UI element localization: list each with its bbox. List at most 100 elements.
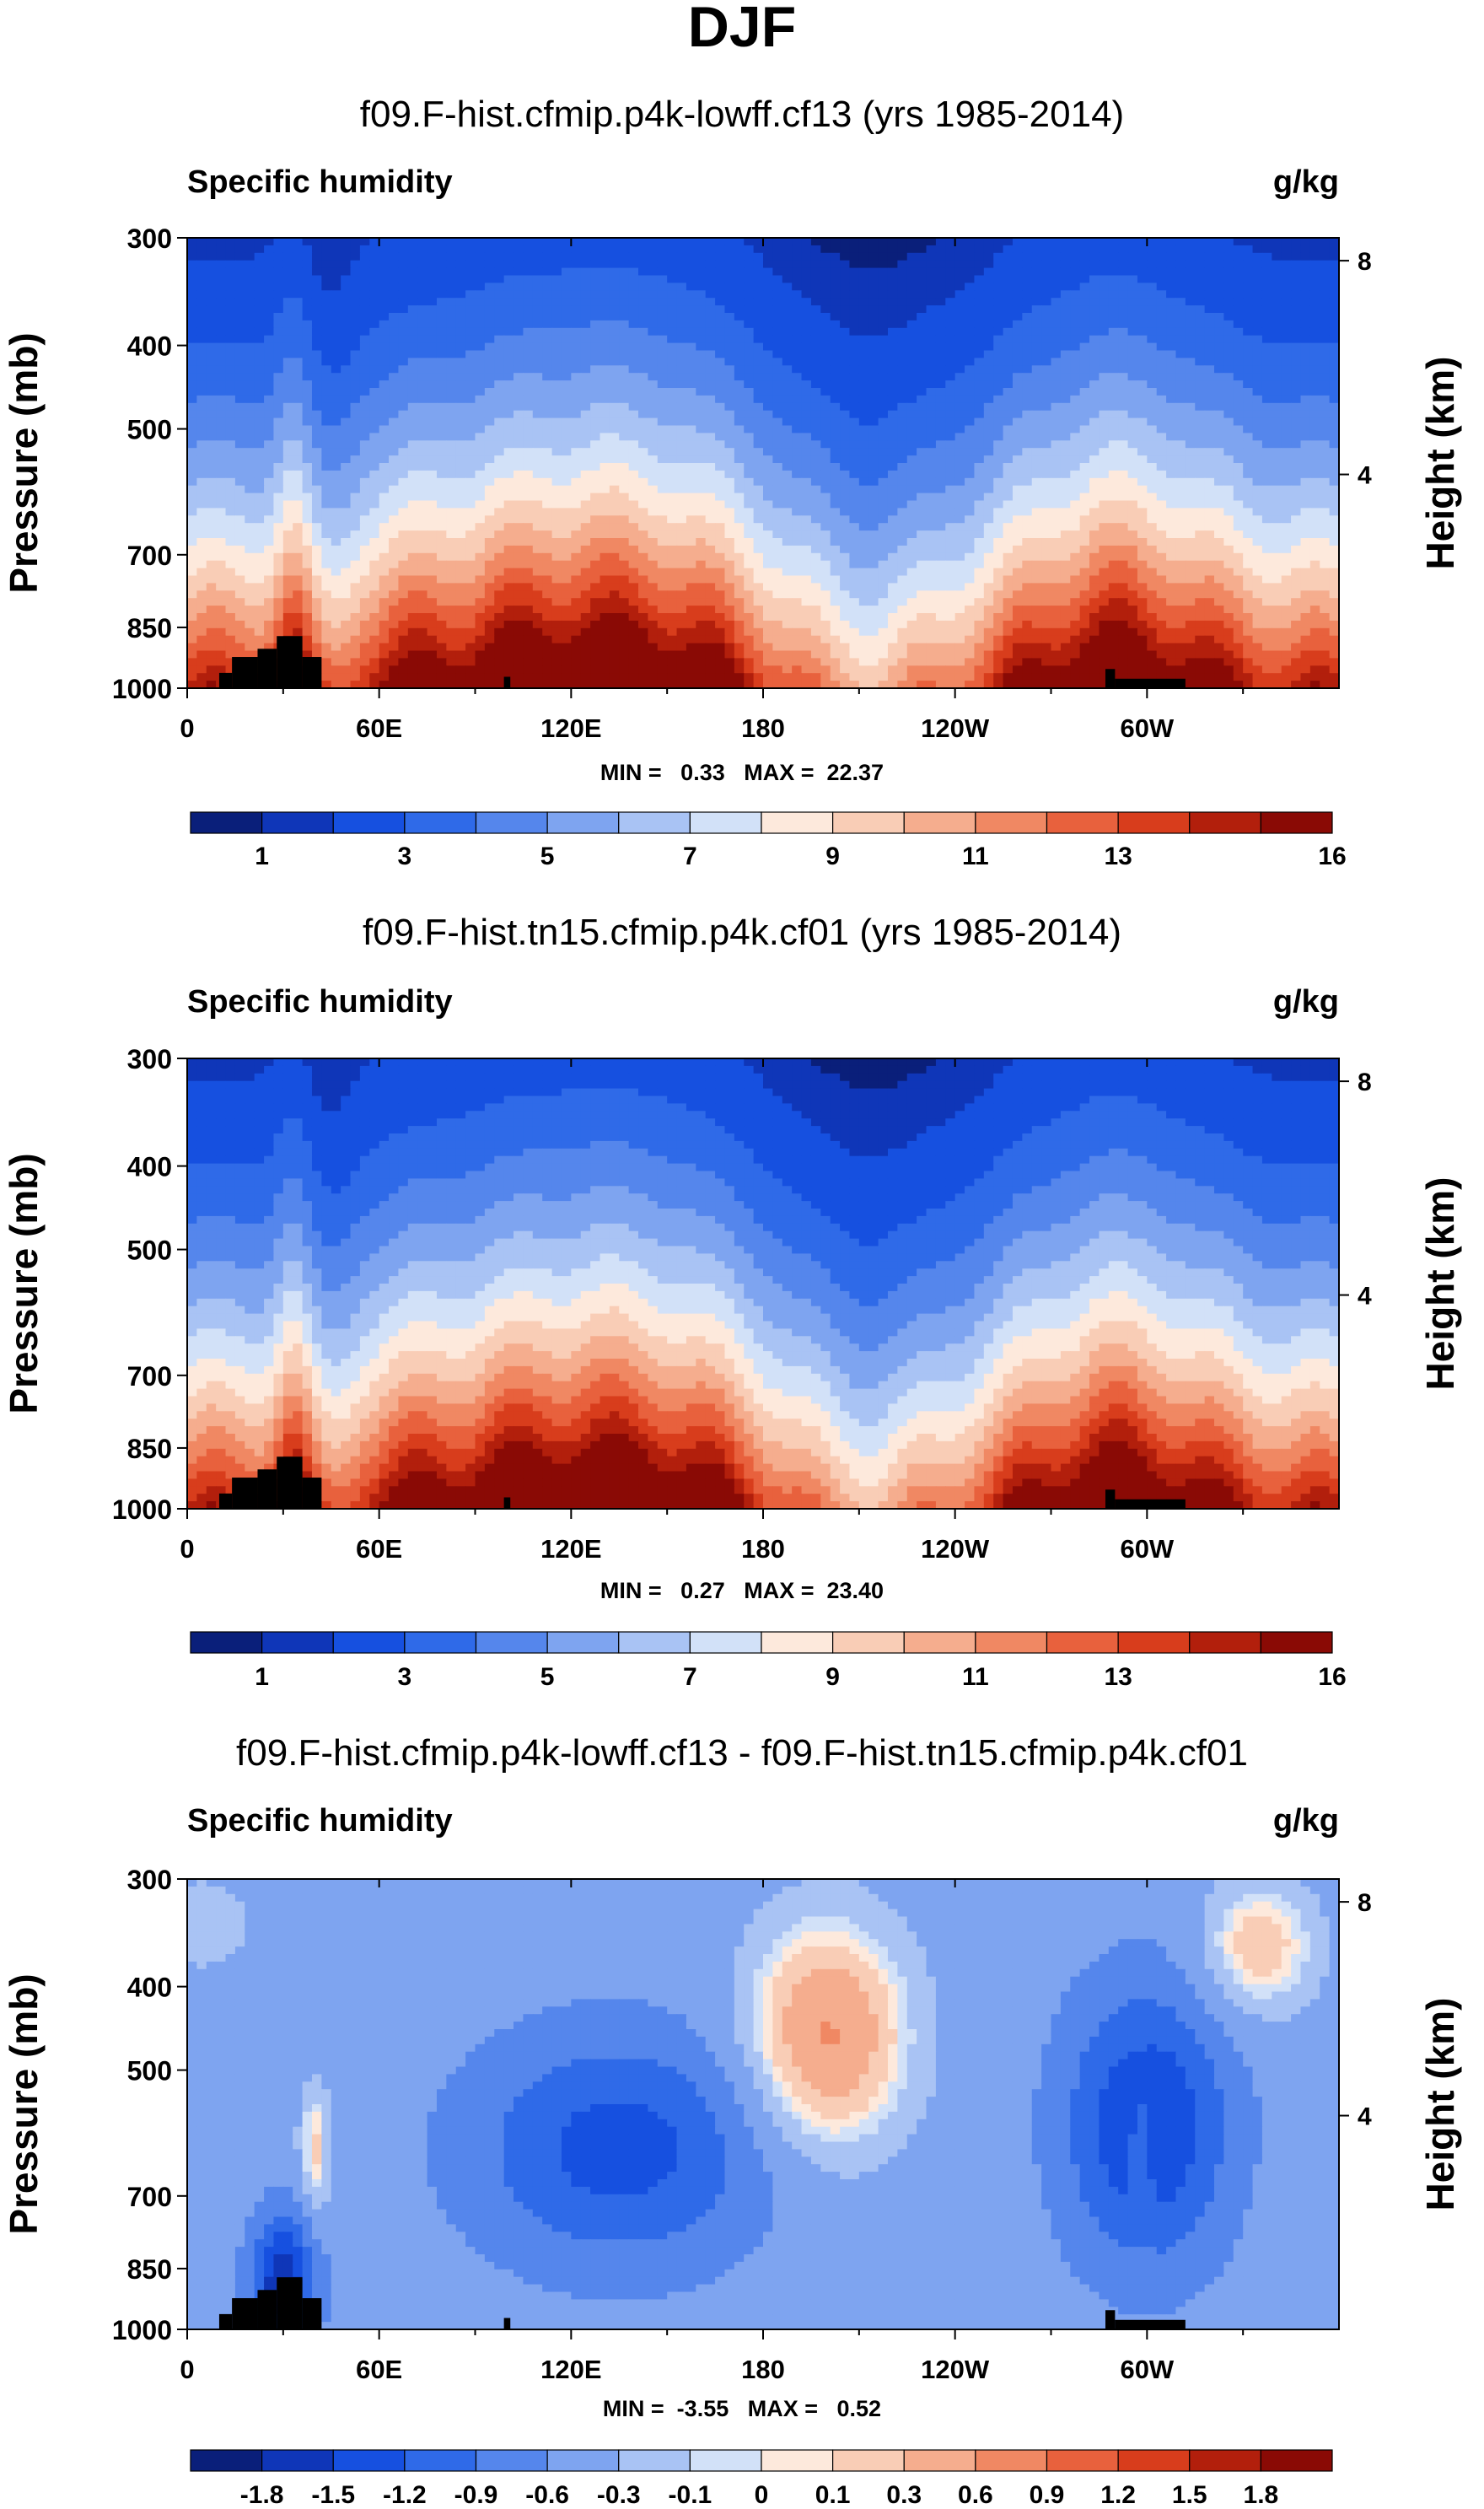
heatmap-cell bbox=[696, 252, 707, 261]
heatmap-cell bbox=[628, 440, 639, 449]
heatmap-cell bbox=[897, 320, 908, 329]
heatmap-cell bbox=[600, 433, 610, 441]
heatmap-cell bbox=[359, 238, 370, 246]
heatmap-cell bbox=[810, 417, 821, 427]
heatmap-cell bbox=[935, 335, 946, 344]
heatmap-cell bbox=[810, 335, 821, 344]
heatmap-cell bbox=[1185, 327, 1196, 337]
heatmap-cell bbox=[600, 388, 610, 396]
heatmap-cell bbox=[1156, 313, 1167, 321]
heatmap-cell bbox=[254, 463, 265, 471]
heatmap-cell bbox=[993, 350, 1004, 358]
heatmap-cell bbox=[1118, 410, 1129, 419]
heatmap-cell bbox=[225, 470, 236, 479]
heatmap-cell bbox=[590, 260, 601, 269]
heatmap-cell bbox=[858, 305, 869, 314]
heatmap-cell bbox=[532, 298, 543, 306]
heatmap-cell bbox=[1320, 440, 1331, 449]
heatmap-cell bbox=[216, 342, 227, 352]
heatmap-cell bbox=[1272, 260, 1282, 269]
heatmap-cell bbox=[935, 530, 946, 539]
heatmap-cell bbox=[1223, 402, 1234, 412]
heatmap-cell bbox=[648, 252, 659, 261]
heatmap-cell bbox=[1089, 485, 1100, 494]
heatmap-cell bbox=[187, 350, 197, 358]
heatmap-cell bbox=[302, 425, 313, 433]
heatmap-cell bbox=[667, 485, 678, 494]
heatmap-cell bbox=[264, 342, 275, 352]
heatmap-cell bbox=[820, 298, 831, 306]
heatmap-cell bbox=[887, 493, 898, 502]
heatmap-cell bbox=[264, 245, 275, 254]
heatmap-cell bbox=[1204, 448, 1215, 456]
heatmap-cell bbox=[974, 470, 985, 479]
heatmap-cell bbox=[734, 538, 745, 546]
heatmap-cell bbox=[523, 493, 534, 502]
heatmap-cell bbox=[696, 485, 707, 494]
heatmap-cell bbox=[503, 508, 514, 516]
heatmap-cell bbox=[657, 267, 668, 277]
heatmap-cell bbox=[945, 358, 956, 366]
heatmap-cell bbox=[753, 358, 764, 366]
heatmap-cell bbox=[1329, 448, 1340, 456]
heatmap-cell bbox=[628, 545, 639, 554]
heatmap-cell bbox=[628, 410, 639, 419]
heatmap-cell bbox=[1309, 313, 1320, 321]
heatmap-cell bbox=[455, 433, 466, 441]
heatmap-cell bbox=[1051, 402, 1062, 412]
heatmap-cell bbox=[427, 298, 438, 306]
heatmap-cell bbox=[389, 380, 400, 389]
heatmap-cell bbox=[551, 365, 562, 374]
heatmap-cell bbox=[341, 433, 352, 441]
heatmap-cell bbox=[792, 477, 803, 487]
heatmap-cell bbox=[926, 402, 937, 412]
heatmap-cell bbox=[446, 530, 457, 539]
heatmap-cell bbox=[359, 245, 370, 254]
heatmap-cell bbox=[1051, 530, 1062, 539]
heatmap-cell bbox=[293, 298, 304, 306]
heatmap-cell bbox=[1166, 538, 1177, 546]
heatmap-cell bbox=[1099, 515, 1110, 524]
heatmap-cell bbox=[1272, 313, 1282, 321]
heatmap-cell bbox=[696, 538, 707, 546]
heatmap-cell bbox=[1223, 477, 1234, 487]
heatmap-cell bbox=[273, 493, 284, 502]
heatmap-cell bbox=[1261, 327, 1272, 337]
heatmap-cell bbox=[196, 455, 207, 464]
heatmap-cell bbox=[1291, 508, 1302, 516]
heatmap-cell bbox=[245, 267, 255, 277]
heatmap-cell bbox=[571, 455, 582, 464]
heatmap-cell bbox=[1051, 260, 1062, 269]
heatmap-cell bbox=[753, 350, 764, 358]
heatmap-cell bbox=[350, 410, 361, 419]
heatmap-cell bbox=[686, 298, 696, 306]
heatmap-cell bbox=[1147, 395, 1158, 404]
heatmap-cell bbox=[1127, 477, 1138, 487]
heatmap-cell bbox=[830, 380, 841, 389]
heatmap-cell bbox=[1214, 530, 1224, 539]
heatmap-cell bbox=[820, 410, 831, 419]
heatmap-cell bbox=[878, 455, 889, 464]
heatmap-cell bbox=[609, 283, 620, 291]
heatmap-cell bbox=[667, 500, 678, 509]
heatmap-cell bbox=[590, 395, 601, 404]
heatmap-cell bbox=[1272, 267, 1282, 277]
heatmap-cell bbox=[715, 395, 726, 404]
heatmap-cell bbox=[1281, 305, 1292, 314]
heatmap-cell bbox=[225, 283, 236, 291]
heatmap-cell bbox=[1147, 365, 1158, 374]
heatmap-cell bbox=[455, 523, 466, 531]
heatmap-cell bbox=[1031, 463, 1042, 471]
heatmap-cell bbox=[369, 493, 380, 502]
heatmap-cell bbox=[293, 538, 304, 546]
heatmap-cell bbox=[648, 410, 659, 419]
heatmap-cell bbox=[917, 500, 928, 509]
heatmap-cell bbox=[715, 463, 726, 471]
heatmap-cell bbox=[513, 440, 524, 449]
heatmap-cell bbox=[705, 305, 716, 314]
heatmap-cell bbox=[389, 530, 400, 539]
heatmap-cell bbox=[1070, 350, 1081, 358]
units-label: g/kg bbox=[1273, 164, 1339, 200]
heatmap-cell bbox=[1166, 530, 1177, 539]
heatmap-cell bbox=[341, 395, 352, 404]
